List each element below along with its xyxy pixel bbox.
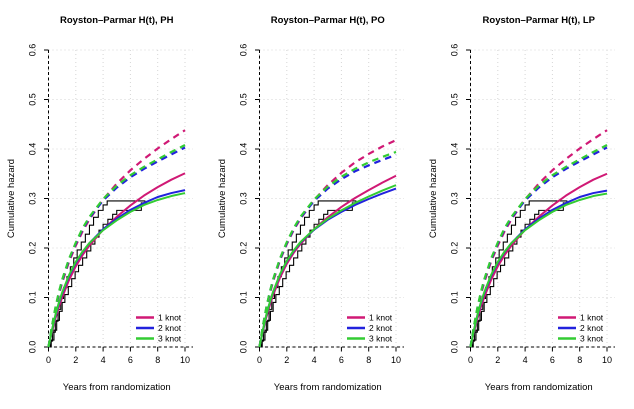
y-tick-label: 0.4 [449, 143, 459, 156]
legend-label: 1 knot [369, 313, 393, 323]
legend-label: 3 knot [369, 334, 393, 344]
y-tick-label: 0.5 [238, 93, 248, 106]
x-axis-label: Years from randomization [63, 382, 171, 393]
panel-title: Royston–Parmar H(t), LP [483, 15, 596, 26]
legend-label: 2 knot [158, 323, 182, 333]
x-tick-label: 4 [523, 355, 528, 365]
x-tick-label: 10 [180, 355, 190, 365]
x-tick-label: 8 [366, 355, 371, 365]
y-tick-label: 0.5 [27, 93, 37, 106]
legend-label: 1 knot [580, 313, 604, 323]
panel-title: Royston–Parmar H(t), PO [271, 15, 385, 26]
y-axis-label: Cumulative hazard [428, 159, 439, 238]
x-tick-label: 10 [602, 355, 612, 365]
y-tick-label: 0.1 [27, 291, 37, 304]
x-tick-label: 0 [257, 355, 262, 365]
fitted-curve-solid [47, 192, 186, 348]
x-tick-label: 0 [468, 355, 473, 365]
y-tick-label: 0.5 [449, 93, 459, 106]
fitted-curve-dashed [47, 144, 186, 348]
y-tick-label: 0.1 [449, 291, 459, 304]
panel-title: Royston–Parmar H(t), PH [60, 15, 174, 26]
y-tick-label: 0.3 [449, 192, 459, 205]
y-tick-label: 0.6 [449, 44, 459, 57]
chart-panel-lp: 0 2 4 6 8 10 0.0 0.1 0.2 0.3 0.4 0.5 0.6 Royston–Parm… [428, 15, 615, 393]
x-axis-label: Years from randomization [485, 382, 593, 393]
x-tick-label: 4 [101, 355, 106, 365]
x-tick-label: 2 [284, 355, 289, 365]
fitted-curve-solid [258, 184, 397, 348]
fitted-curve-dashed [469, 144, 608, 348]
step-curve [470, 202, 569, 348]
y-tick-label: 0.4 [27, 143, 37, 156]
y-tick-label: 0.3 [238, 192, 248, 205]
chart-panel-po: 0 2 4 6 8 10 0.0 0.1 0.2 0.3 0.4 0.5 0.6 Royston–Parm… [217, 15, 404, 393]
step-curve [48, 202, 147, 348]
y-tick-label: 0.2 [449, 242, 459, 255]
x-tick-label: 8 [577, 355, 582, 365]
x-tick-label: 2 [495, 355, 500, 365]
x-tick-label: 0 [46, 355, 51, 365]
y-tick-label: 0.4 [238, 143, 248, 156]
fitted-curve-dashed [258, 150, 397, 348]
y-tick-label: 0.0 [27, 341, 37, 354]
y-tick-label: 0.1 [238, 291, 248, 304]
x-tick-label: 6 [550, 355, 555, 365]
legend-label: 3 knot [158, 334, 182, 344]
step-curve [470, 200, 568, 348]
x-tick-label: 6 [128, 355, 133, 365]
y-tick-label: 0.0 [449, 341, 459, 354]
x-axis-label: Years from randomization [274, 382, 382, 393]
y-tick-label: 0.6 [238, 44, 248, 57]
y-tick-label: 0.0 [238, 341, 248, 354]
y-axis-label: Cumulative hazard [217, 159, 228, 238]
chart-panel-ph: 0 2 4 6 8 10 0.0 0.1 0.2 0.3 0.4 0.5 0.6 Royston–Parm… [6, 15, 193, 393]
legend-label: 2 knot [369, 323, 393, 333]
y-tick-label: 0.6 [27, 44, 37, 57]
y-tick-label: 0.2 [27, 242, 37, 255]
fitted-curve-solid [469, 192, 608, 348]
step-curve [48, 200, 146, 348]
step-curve [259, 202, 358, 348]
y-axis-label: Cumulative hazard [6, 159, 17, 238]
step-curve [259, 200, 357, 348]
x-tick-label: 8 [155, 355, 160, 365]
y-tick-label: 0.2 [238, 242, 248, 255]
x-tick-label: 4 [312, 355, 317, 365]
legend-label: 3 knot [580, 334, 604, 344]
y-tick-label: 0.3 [27, 192, 37, 205]
x-tick-label: 10 [391, 355, 401, 365]
legend-label: 1 knot [158, 313, 182, 323]
x-tick-label: 6 [339, 355, 344, 365]
legend-label: 2 knot [580, 323, 604, 333]
x-tick-label: 2 [73, 355, 78, 365]
